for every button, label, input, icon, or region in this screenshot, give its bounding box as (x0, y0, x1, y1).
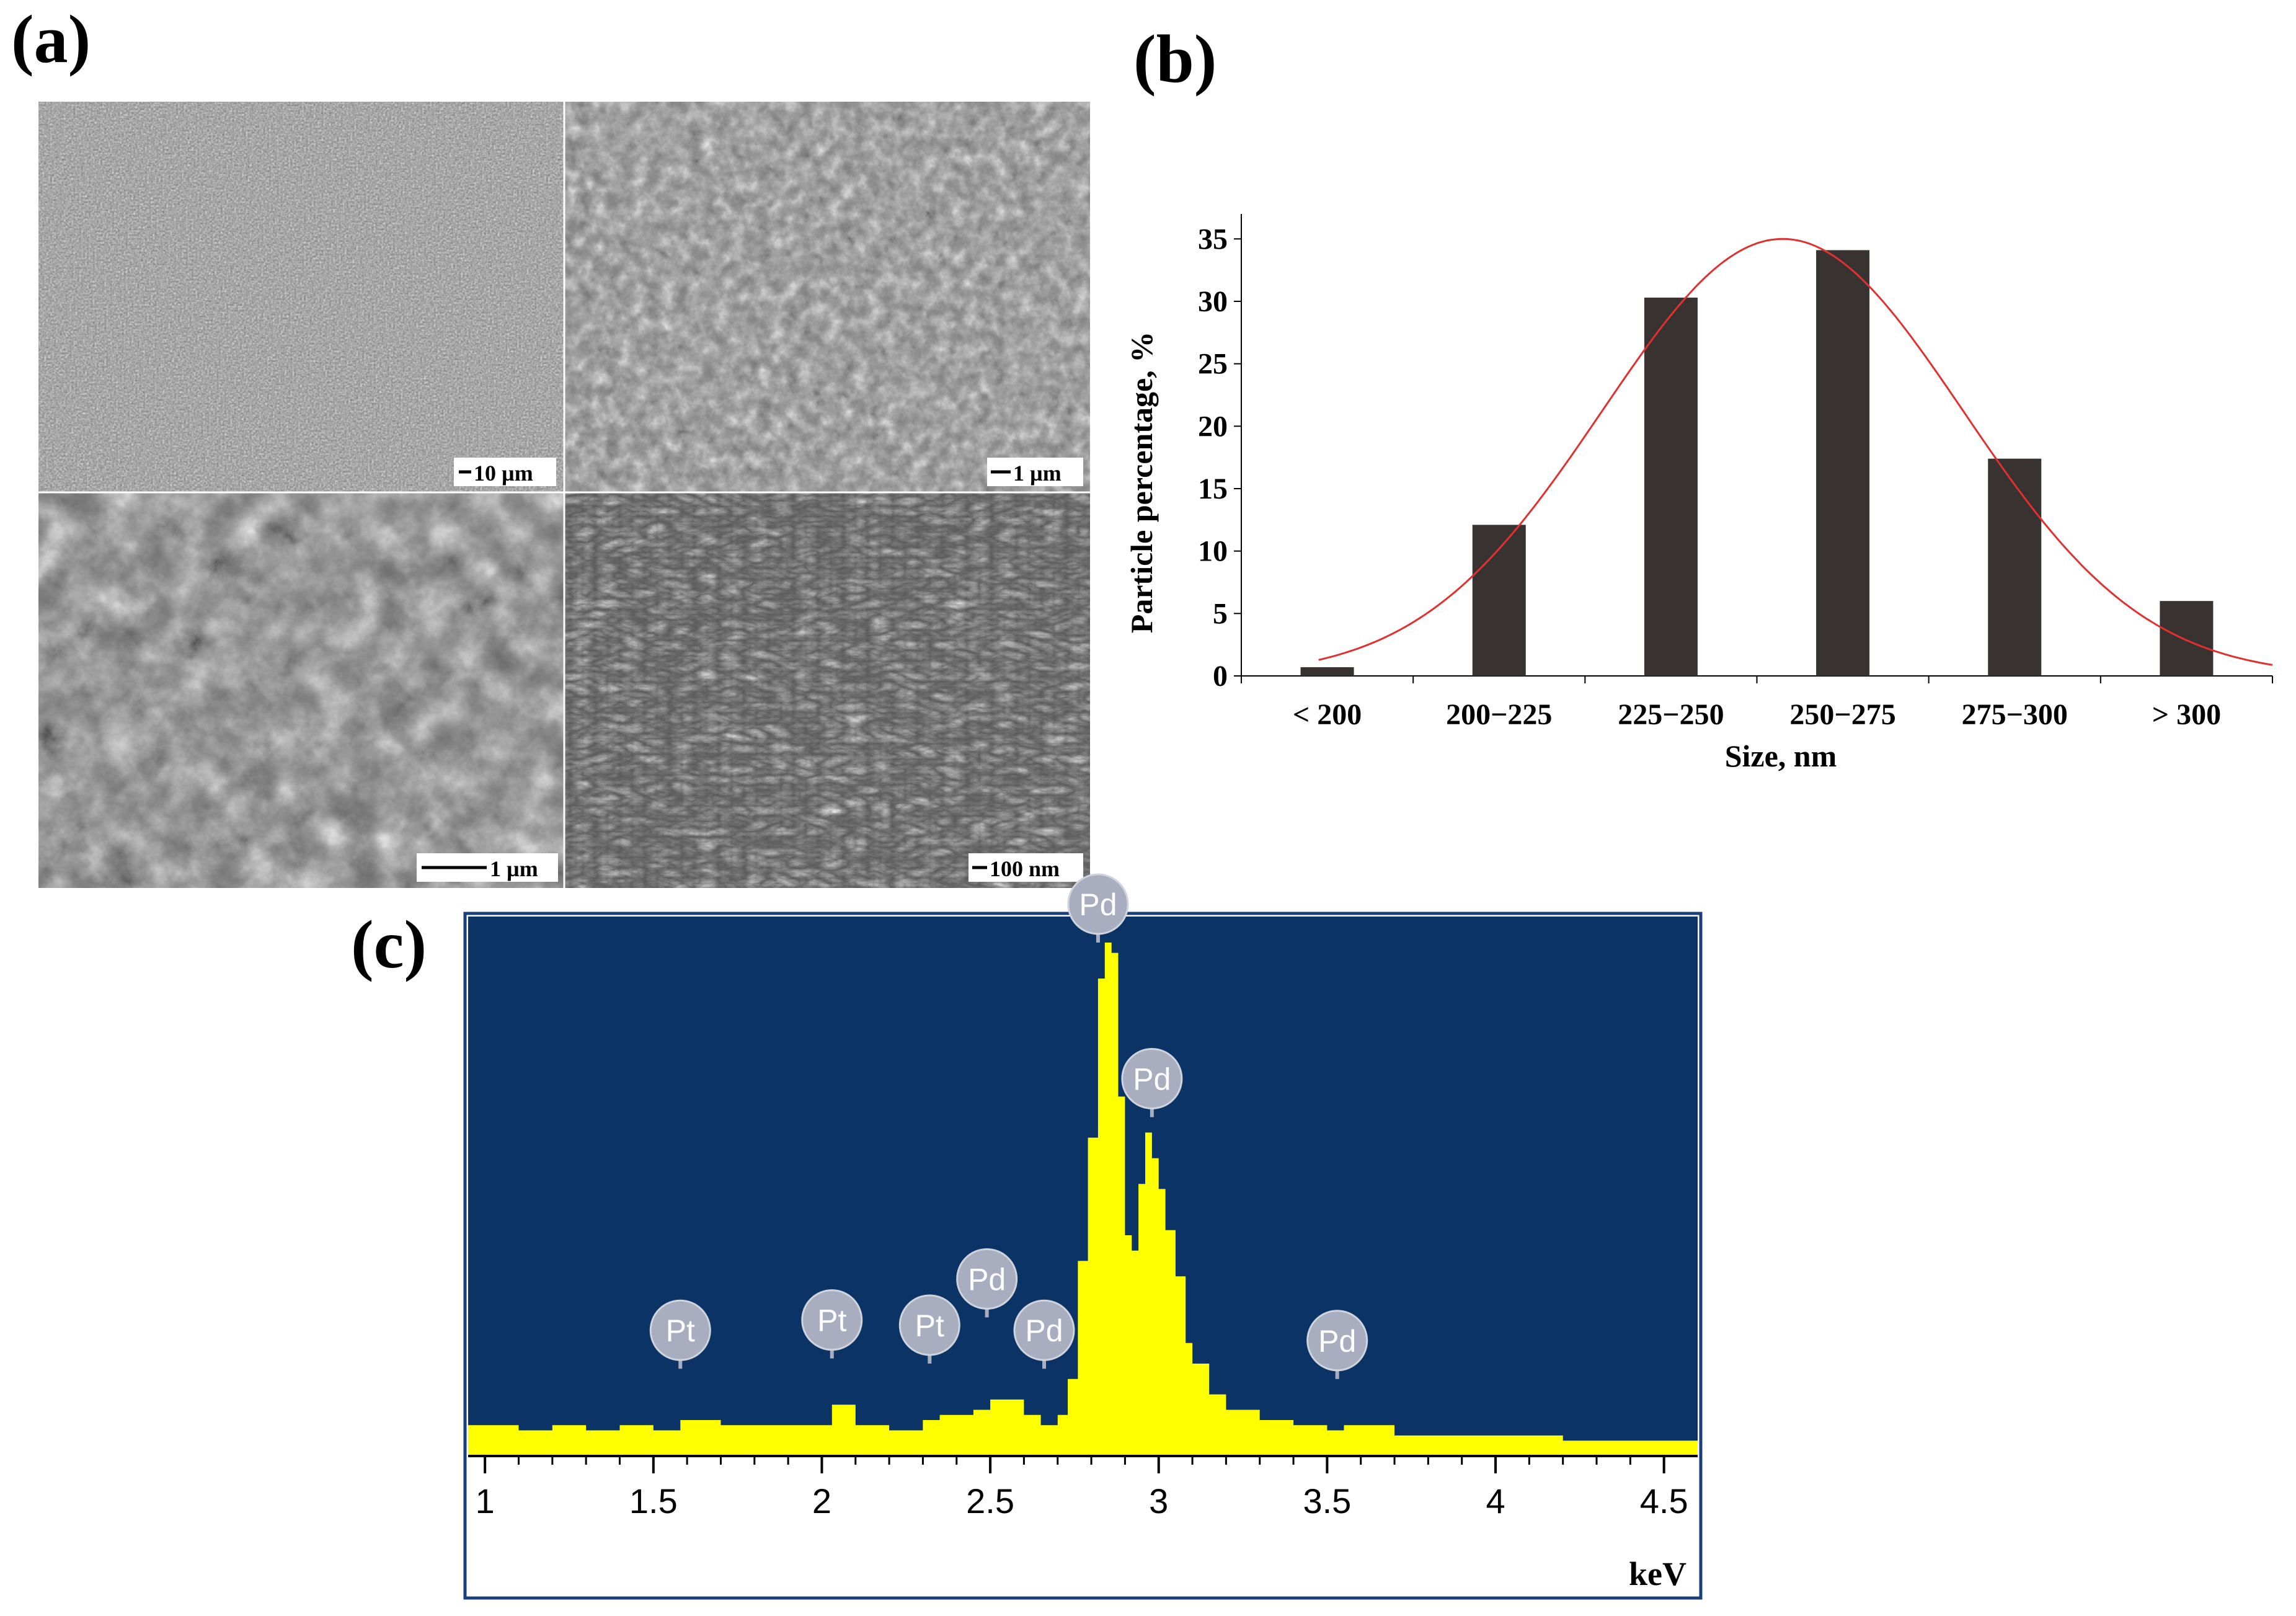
gaussian-fit-curve (1318, 238, 2273, 666)
x-tick-label: 250−275 (1789, 698, 1895, 731)
bar-2 (1644, 297, 1698, 676)
svg-text:Pd: Pd (968, 1262, 1006, 1297)
x-tick-label: 200−225 (1446, 698, 1552, 731)
sem-image-2: 1 µm (564, 102, 1090, 492)
y-tick-label: 35 (1198, 223, 1228, 255)
x-tick-label: 275−300 (1962, 698, 2068, 731)
eds-x-axis: 1 1.5 2 2.5 3 3.5 4 4.5 (476, 1456, 1688, 1521)
bar-0 (1300, 667, 1354, 676)
eds-spectrum-area (468, 943, 1698, 1456)
scale-bar-label: 1 µm (1013, 461, 1062, 486)
peak-label-pt: Pt (898, 1294, 960, 1364)
panel-label-c: (c) (351, 907, 427, 982)
y-tick-label: 20 (1198, 410, 1228, 443)
y-tick-label: 0 (1213, 660, 1228, 693)
y-tick-label: 25 (1198, 348, 1228, 381)
svg-text:Pd: Pd (1079, 887, 1117, 922)
peak-labels: Pt Pt Pt Pd Pd Pd Pd Pd (649, 873, 1368, 1379)
y-tick-label: 30 (1198, 285, 1228, 318)
svg-text:Pt: Pt (915, 1308, 944, 1343)
svg-text:Pt: Pt (666, 1313, 695, 1348)
svg-text:Pd: Pd (1133, 1062, 1171, 1097)
y-axis: 0 5 10 15 20 25 30 35 (1198, 214, 1242, 693)
bars (1300, 250, 2214, 676)
peak-label-pt: Pt (801, 1289, 863, 1359)
bar-4 (1988, 458, 2042, 676)
eds-x-tick-label: 4 (1486, 1481, 1505, 1521)
scale-bar-label: 10 µm (474, 461, 533, 486)
scale-bar-label: 100 nm (990, 856, 1060, 881)
peak-label-pd: Pd (1067, 873, 1129, 943)
x-axis: < 200 200−225 225−250 250−275 275−300 > 300 (1241, 675, 2273, 731)
panel-label-b: (b) (1133, 21, 1217, 97)
eds-x-tick-label: 4.5 (1640, 1481, 1688, 1521)
peak-label-pt: Pt (649, 1299, 711, 1369)
eds-x-tick-label: 1 (476, 1481, 495, 1521)
bar-3 (1816, 250, 1870, 676)
peak-label-pd: Pd (1306, 1310, 1368, 1379)
x-tick-label: 225−250 (1618, 698, 1724, 731)
panel-label-a: (a) (11, 1, 91, 77)
peak-label-pd: Pd (956, 1248, 1018, 1318)
eds-x-axis-unit: keV (1629, 1555, 1687, 1592)
x-tick-label: < 200 (1293, 698, 1362, 731)
svg-text:Pd: Pd (1025, 1313, 1063, 1348)
eds-x-tick-label: 3 (1149, 1481, 1168, 1521)
eds-x-tick-label: 3.5 (1303, 1481, 1351, 1521)
scale-bar-label: 1 µm (490, 856, 538, 881)
y-tick-label: 15 (1198, 473, 1228, 505)
eds-x-tick-label: 2.5 (966, 1481, 1014, 1521)
x-tick-label: > 300 (2152, 698, 2221, 731)
bar-5 (2160, 601, 2214, 676)
scale-bar-box (968, 853, 1083, 882)
y-tick-label: 5 (1213, 597, 1228, 630)
sem-image-4: 100 nm (564, 492, 1090, 888)
peak-label-pd: Pd (1013, 1299, 1075, 1369)
eds-x-tick-label: 2 (812, 1481, 831, 1521)
y-tick-label: 10 (1198, 535, 1228, 568)
sem-image-3: 1 µm (38, 492, 564, 888)
svg-text:Pd: Pd (1318, 1324, 1356, 1359)
sem-image-1: 10 µm (38, 102, 564, 492)
x-axis-title: Size, nm (1725, 739, 1837, 773)
y-axis-title: Particle percentage, % (1124, 332, 1159, 633)
peak-label-pd: Pd (1121, 1048, 1183, 1117)
svg-text:Pt: Pt (817, 1303, 846, 1338)
eds-x-tick-label: 1.5 (629, 1481, 678, 1521)
